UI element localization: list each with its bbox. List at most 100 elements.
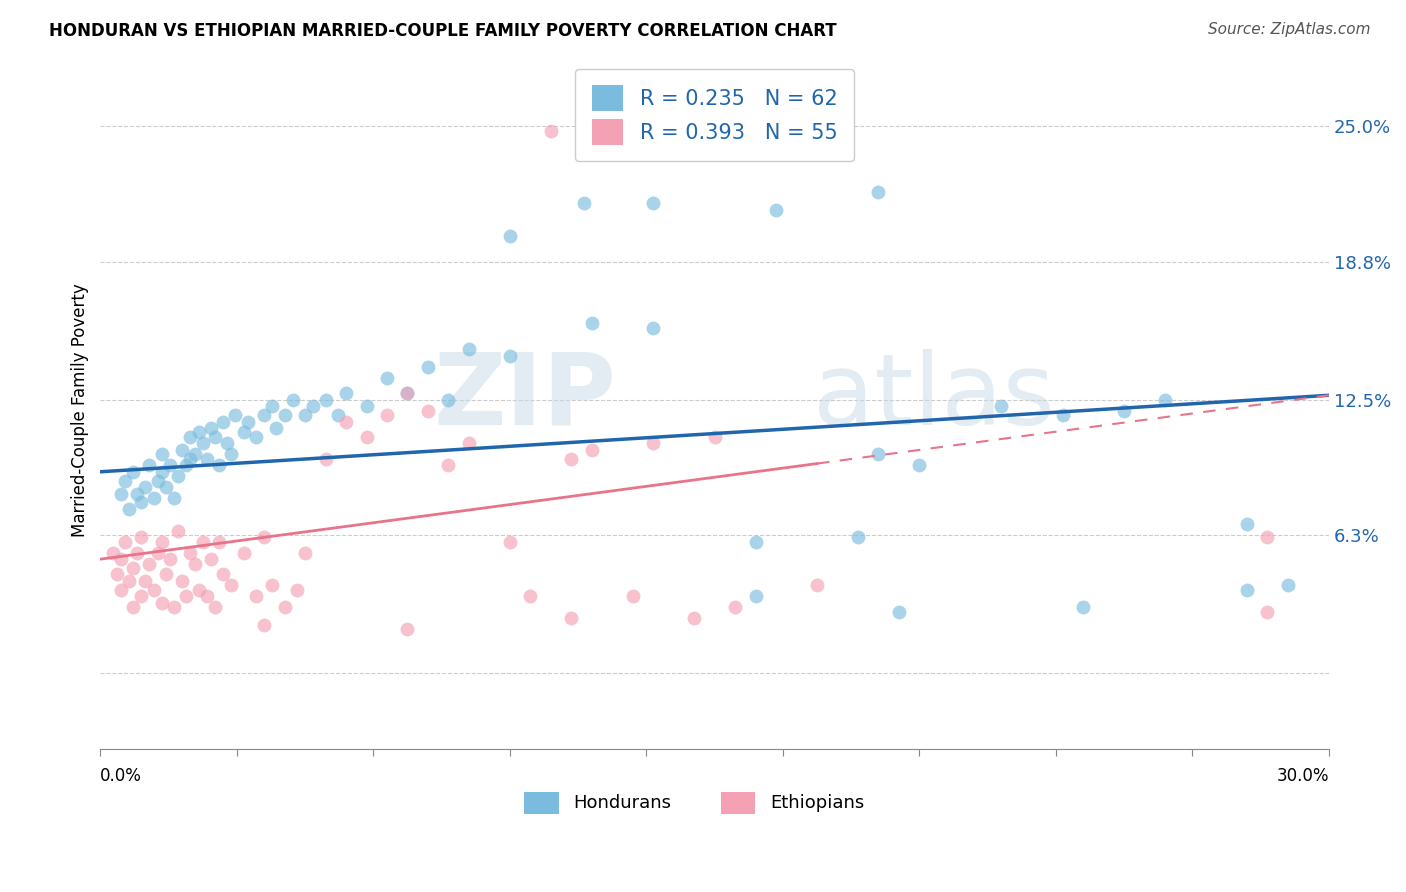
Point: [155, 567, 177, 582]
Point: [179, 430, 201, 444]
Point: [134, 574, 156, 588]
Point: [1277, 578, 1299, 592]
Point: [114, 474, 136, 488]
Point: [765, 202, 787, 217]
Point: [868, 185, 890, 199]
Point: [273, 408, 295, 422]
Point: [643, 320, 665, 334]
Point: [744, 534, 766, 549]
Point: [335, 415, 357, 429]
Point: [416, 359, 439, 374]
Point: [183, 557, 205, 571]
Point: [208, 458, 231, 473]
Point: [396, 622, 419, 636]
Point: [356, 399, 378, 413]
Point: [724, 600, 747, 615]
Point: [908, 458, 931, 473]
Text: 30.0%: 30.0%: [1277, 767, 1329, 785]
Point: [150, 534, 173, 549]
Point: [150, 447, 173, 461]
Point: [129, 495, 152, 509]
Point: [846, 530, 869, 544]
Point: [122, 465, 145, 479]
Point: [200, 552, 222, 566]
Point: [163, 491, 186, 505]
Point: [499, 349, 522, 363]
Point: [138, 458, 160, 473]
Text: atlas: atlas: [813, 349, 1054, 445]
Point: [416, 403, 439, 417]
Point: [1114, 403, 1136, 417]
Point: [458, 436, 481, 450]
Point: [315, 451, 337, 466]
Point: [212, 415, 235, 429]
Point: [1154, 392, 1177, 407]
Point: [581, 442, 603, 457]
Point: [375, 408, 398, 422]
Point: [129, 530, 152, 544]
Point: [302, 399, 325, 413]
Point: [191, 436, 214, 450]
Point: [519, 590, 541, 604]
Point: [110, 552, 132, 566]
Point: [204, 600, 226, 615]
Point: [172, 442, 194, 457]
Point: [294, 408, 316, 422]
Text: Source: ZipAtlas.com: Source: ZipAtlas.com: [1208, 22, 1371, 37]
Point: [253, 617, 276, 632]
Point: [110, 582, 132, 597]
Point: [887, 605, 910, 619]
Point: [217, 436, 239, 450]
Point: [560, 451, 582, 466]
Point: [163, 600, 186, 615]
Point: [744, 590, 766, 604]
Point: [159, 552, 181, 566]
Point: [806, 578, 828, 592]
Point: [101, 546, 124, 560]
Point: [224, 408, 246, 422]
Point: [167, 524, 190, 538]
Point: [437, 458, 460, 473]
Point: [1236, 517, 1258, 532]
Point: [1236, 582, 1258, 597]
Point: [155, 480, 177, 494]
Point: [273, 600, 295, 615]
Point: [335, 386, 357, 401]
Point: [150, 596, 173, 610]
Point: [703, 430, 725, 444]
Point: [326, 408, 349, 422]
Point: [581, 316, 603, 330]
Text: Ethiopians: Ethiopians: [770, 794, 865, 812]
Point: [138, 557, 160, 571]
Point: [245, 590, 267, 604]
Point: [396, 386, 419, 401]
Point: [221, 447, 243, 461]
Point: [294, 546, 316, 560]
Point: [232, 425, 254, 440]
Point: [281, 392, 304, 407]
Point: [236, 415, 259, 429]
Point: [118, 502, 141, 516]
Point: [990, 399, 1012, 413]
Point: [187, 582, 209, 597]
Point: [1256, 605, 1278, 619]
Point: [191, 534, 214, 549]
Point: [176, 590, 198, 604]
Bar: [524, 792, 558, 814]
Point: [134, 480, 156, 494]
Point: [122, 561, 145, 575]
Point: [195, 590, 218, 604]
Point: [540, 124, 562, 138]
Point: [118, 574, 141, 588]
Point: [159, 458, 181, 473]
Point: [262, 578, 284, 592]
Point: [1256, 530, 1278, 544]
Point: [245, 430, 267, 444]
Legend: R = 0.235   N = 62, R = 0.393   N = 55: R = 0.235 N = 62, R = 0.393 N = 55: [575, 69, 853, 161]
Y-axis label: Married-Couple Family Poverty: Married-Couple Family Poverty: [72, 284, 89, 538]
Point: [572, 196, 595, 211]
Point: [200, 421, 222, 435]
Point: [232, 546, 254, 560]
Point: [643, 436, 665, 450]
Point: [868, 447, 890, 461]
